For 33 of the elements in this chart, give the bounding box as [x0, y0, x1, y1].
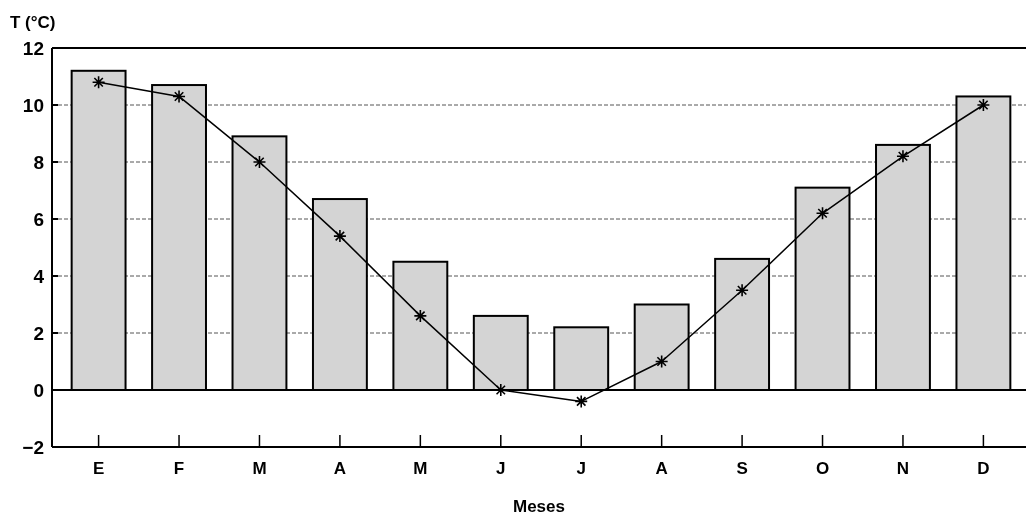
x-tick-label: O — [815, 459, 830, 478]
x-tick-label: A — [333, 459, 347, 478]
x-tick-label: S — [736, 459, 748, 478]
y-tick-label: −2 — [22, 436, 44, 458]
x-tick-label: E — [92, 459, 105, 478]
point — [896, 149, 910, 164]
point — [252, 155, 267, 169]
y-tick-label: 10 — [22, 94, 44, 116]
point — [91, 75, 106, 89]
point — [976, 98, 991, 112]
x-tick-label: J — [576, 459, 586, 478]
point — [654, 354, 669, 369]
y-tick-label: 6 — [33, 208, 44, 230]
x-tick-label: N — [896, 459, 910, 478]
point — [413, 309, 428, 323]
x-tick-label: J — [496, 459, 506, 478]
y-tick-label: 8 — [33, 151, 44, 173]
x-tick-label: D — [977, 459, 990, 478]
x-tick-label: F — [173, 459, 185, 478]
x-tick-label: M — [252, 459, 267, 478]
y-tick-label: 12 — [22, 37, 44, 59]
y-tick-label: 0 — [33, 379, 44, 401]
y-axis-title: T (°C) — [10, 13, 56, 32]
y-tick-label: 2 — [33, 322, 44, 344]
point — [574, 394, 589, 409]
x-tick-label: M — [413, 459, 428, 478]
x-axis-title: Meses — [513, 497, 565, 516]
y-tick-label: 4 — [33, 265, 45, 287]
x-tick-label: A — [655, 459, 668, 478]
point — [333, 229, 347, 243]
point — [172, 89, 186, 104]
point — [815, 206, 830, 221]
point — [735, 283, 749, 298]
